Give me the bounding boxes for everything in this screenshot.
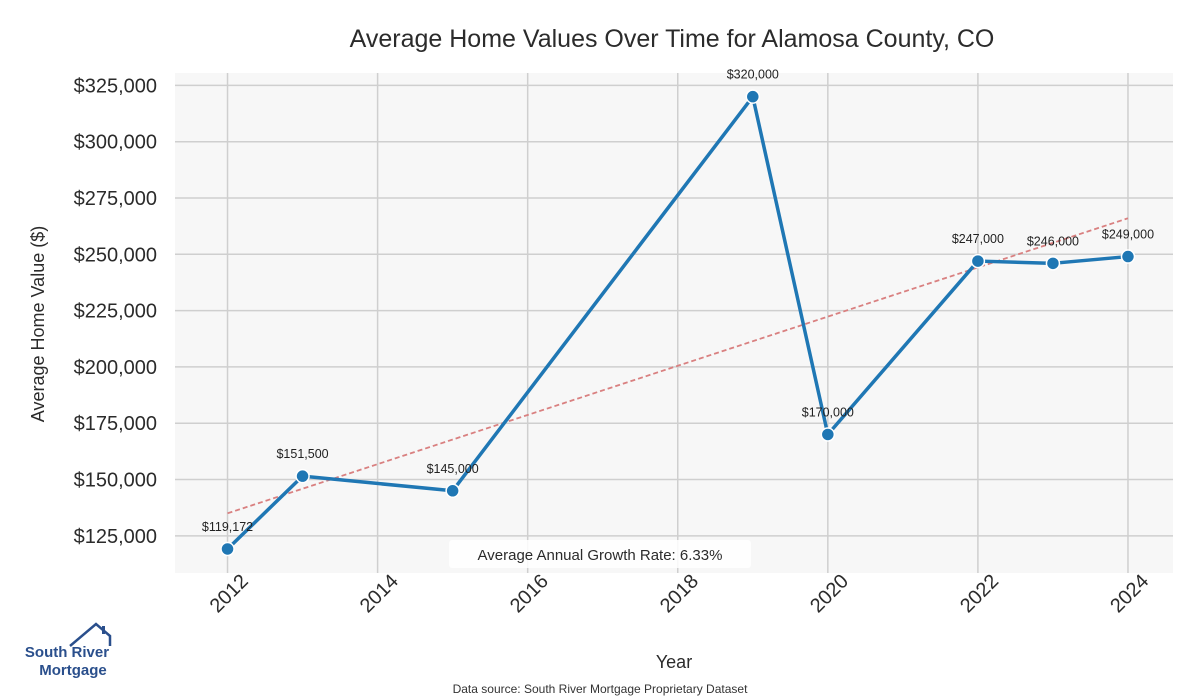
data-point — [970, 253, 986, 269]
y-tick-label: $125,000 — [74, 526, 157, 548]
data-label: $151,500 — [276, 447, 328, 461]
y-axis-title: Average Home Value ($) — [28, 226, 48, 422]
y-tick-label: $175,000 — [74, 413, 157, 435]
data-label: $249,000 — [1102, 228, 1154, 242]
x-tick-label: 2020 — [806, 570, 853, 617]
series-line — [226, 94, 1129, 551]
y-tick-label: $325,000 — [74, 75, 157, 97]
data-point — [220, 541, 235, 557]
x-tick-label: 2018 — [656, 570, 703, 617]
x-tick-label: 2014 — [356, 570, 403, 617]
x-axis-title: Year — [656, 652, 692, 672]
y-tick-label: $300,000 — [74, 132, 157, 154]
data-point — [445, 483, 460, 499]
logo-line-2: Mortgage — [39, 662, 107, 679]
x-tick-label: 2012 — [206, 570, 253, 617]
data-label: $246,000 — [1027, 234, 1079, 248]
logo-line-1: South River — [25, 644, 109, 661]
data-point — [295, 468, 310, 484]
data-label: $320,000 — [727, 68, 779, 82]
annotation-text: Average Annual Growth Rate: 6.33% — [478, 547, 723, 564]
y-axis-ticks: $125,000 $150,000 $175,000 $200,000 $225,000… — [74, 75, 157, 547]
data-point — [1120, 249, 1136, 264]
y-tick-label: $225,000 — [74, 301, 157, 323]
data-label: $145,000 — [427, 462, 479, 476]
data-label: $170,000 — [802, 405, 854, 419]
trendline-group — [227, 217, 1129, 515]
trendline — [227, 217, 1129, 515]
data-label: $119,172 — [202, 520, 253, 534]
chimney-mark — [102, 626, 105, 634]
plot-area — [175, 73, 1173, 573]
annotation-box — [449, 540, 751, 568]
x-axis-ticks: 2012 2014 2016 2018 2020 2022 2024 — [206, 570, 1153, 617]
series-group: $119,172 $151,500 $145,000 $320,000 $170,000… — [202, 68, 1154, 557]
data-point — [1045, 256, 1061, 271]
y-tick-label: $250,000 — [74, 244, 157, 266]
y-tick-label: $150,000 — [74, 470, 157, 492]
chart-title: Average Home Values Over Time for Alamos… — [350, 25, 995, 53]
grid-lines — [175, 73, 1173, 573]
y-tick-label: $200,000 — [74, 357, 157, 379]
data-point — [745, 89, 761, 104]
data-point — [820, 427, 836, 442]
x-tick-label: 2024 — [1106, 570, 1153, 617]
data-source-note: Data source: South River Mortgage Propri… — [453, 682, 748, 696]
x-tick-label: 2016 — [506, 570, 553, 617]
company-logo: South River Mortgage — [25, 622, 112, 679]
growth-rate-annotation: Average Annual Growth Rate: 6.33% — [449, 540, 751, 568]
data-label: $247,000 — [952, 232, 1004, 246]
y-tick-label: $275,000 — [74, 188, 157, 210]
x-tick-label: 2022 — [956, 570, 1003, 617]
